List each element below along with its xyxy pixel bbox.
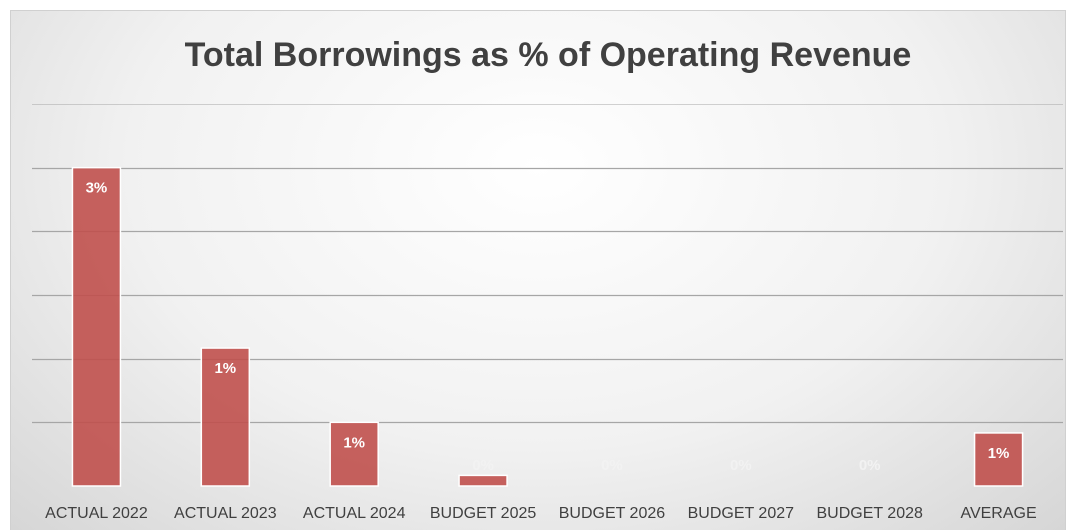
data-label: 0% [859, 457, 881, 474]
category-label: ACTUAL 2022 [45, 505, 148, 522]
data-label: 0% [730, 457, 752, 474]
chart-title: Total Borrowings as % of Operating Reven… [185, 36, 912, 74]
category-label: BUDGET 2027 [688, 505, 795, 522]
category-label: BUDGET 2026 [559, 505, 666, 522]
category-label: BUDGET 2025 [430, 505, 537, 522]
gridlines [32, 104, 1063, 424]
category-labels: ACTUAL 2022 ACTUAL 2023 ACTUAL 2024 BUDGET … [45, 505, 1037, 522]
category-label: AVERAGE [960, 505, 1036, 522]
data-label: 0% [601, 457, 623, 474]
data-label: 1% [988, 445, 1010, 462]
chart-frame [10, 10, 1066, 530]
category-label: ACTUAL 2023 [174, 505, 277, 522]
bar [71, 166, 122, 487]
bar [973, 432, 1024, 487]
bars [71, 166, 1024, 487]
bar [458, 474, 508, 487]
data-label: 0% [472, 457, 494, 474]
data-label: 1% [343, 434, 365, 451]
category-label: ACTUAL 2024 [303, 505, 406, 522]
data-labels: 3% 1% 1% 0% 0% 0% 0% 1% [86, 180, 1010, 474]
data-label: 1% [214, 360, 236, 377]
category-label: BUDGET 2028 [816, 505, 923, 522]
data-label: 3% [86, 180, 108, 197]
bar [200, 347, 251, 487]
bar [329, 421, 379, 487]
